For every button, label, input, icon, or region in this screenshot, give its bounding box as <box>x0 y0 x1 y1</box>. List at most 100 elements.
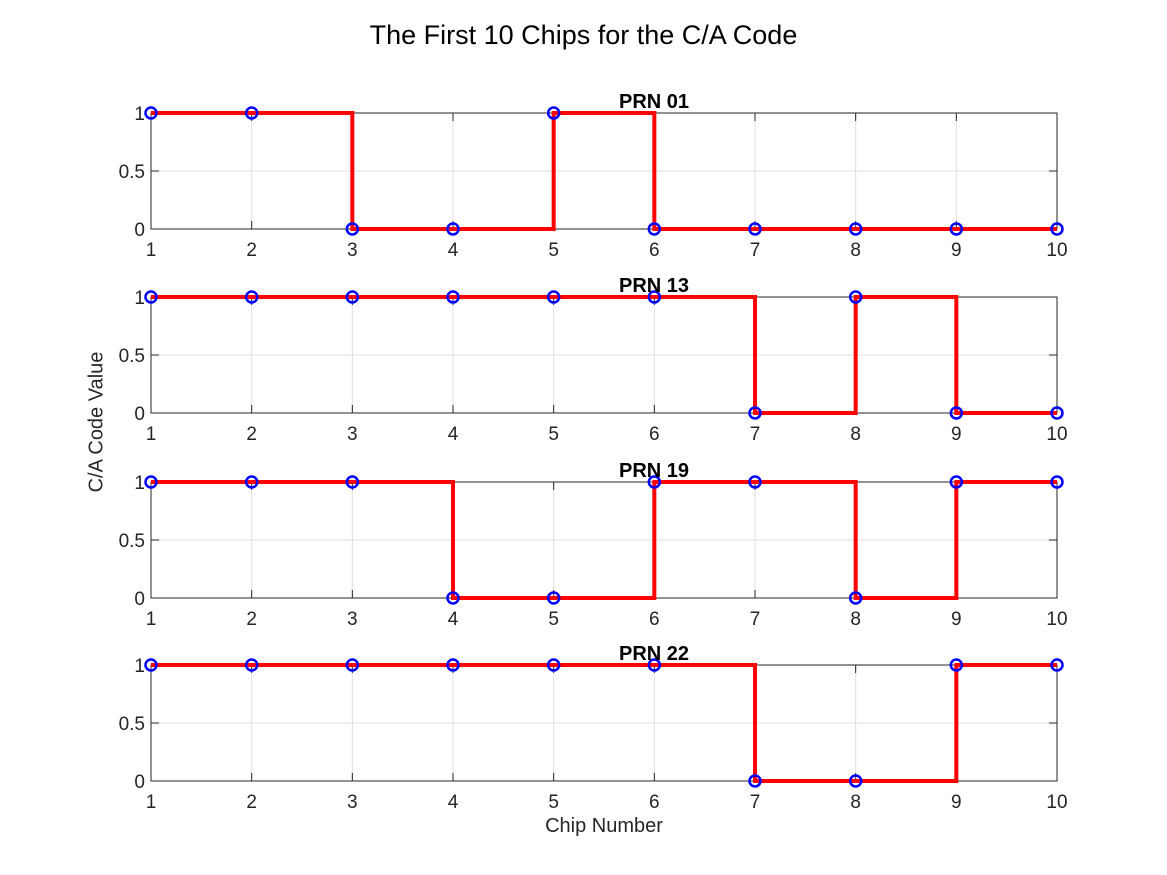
data-point-marker <box>144 106 158 120</box>
x-tick-label: 4 <box>448 240 459 261</box>
data-point-marker <box>446 222 460 236</box>
x-tick-label: 1 <box>146 240 157 261</box>
x-tick-label: 7 <box>750 424 761 445</box>
subplot-1: 1 2 3 4 5 6 7 8 9 10 0 0.5 1 PRN 01 <box>119 91 1068 261</box>
x-tick-label: 6 <box>649 424 660 445</box>
data-point-marker <box>546 591 561 605</box>
x-tick-label: 2 <box>246 609 257 630</box>
subplot-title: PRN 01 <box>619 91 689 113</box>
x-tick-label: 1 <box>146 792 157 813</box>
x-tick-label: 8 <box>850 609 861 630</box>
x-tick-label: 1 <box>146 424 157 445</box>
y-tick-label: 0 <box>134 772 145 793</box>
data-point-marker <box>748 774 762 788</box>
data-point-marker <box>1050 475 1064 489</box>
data-point-marker <box>647 290 662 304</box>
data-point-marker <box>1050 222 1064 236</box>
x-tick-label: 8 <box>850 424 861 445</box>
series-stairs-line <box>151 295 1057 415</box>
data-point-marker <box>244 658 259 672</box>
x-tick-label: 4 <box>448 609 459 630</box>
y-axis-label: C/A Code Value <box>85 351 108 493</box>
x-tick-label: 6 <box>649 609 660 630</box>
data-point-marker <box>446 658 460 672</box>
x-tick-label: 10 <box>1046 609 1067 630</box>
x-tick-label: 4 <box>448 792 459 813</box>
x-tick-label: 7 <box>750 792 761 813</box>
y-tick-label: 0.5 <box>119 346 145 367</box>
subplot-title: PRN 13 <box>619 275 689 297</box>
data-point-marker <box>345 658 360 672</box>
x-tick-label: 7 <box>750 609 761 630</box>
x-tick-label: 8 <box>850 240 861 261</box>
data-point-marker <box>144 658 158 672</box>
x-tick-label: 10 <box>1046 424 1067 445</box>
data-point-marker <box>144 475 158 489</box>
data-point-marker <box>949 658 964 672</box>
x-tick-label: 8 <box>850 792 861 813</box>
data-point-marker <box>546 290 561 304</box>
data-point-marker <box>244 106 259 120</box>
x-tick-label: 9 <box>951 424 962 445</box>
subplot-4: 1 2 3 4 5 6 7 8 9 10 0 0.5 1 PRN 22 <box>119 643 1068 813</box>
y-tick-label: 1 <box>134 288 145 309</box>
subplot-title: PRN 22 <box>619 643 689 665</box>
x-tick-label: 6 <box>649 240 660 261</box>
subplot-title: PRN 19 <box>619 460 689 482</box>
x-axis-label: Chip Number <box>545 815 663 837</box>
data-point-marker <box>144 290 158 304</box>
data-point-marker <box>748 222 762 236</box>
data-point-marker <box>848 774 863 788</box>
series-stairs-line <box>151 663 1057 783</box>
y-tick-label: 1 <box>134 656 145 677</box>
x-tick-label: 5 <box>548 609 559 630</box>
subplot-3: 1 2 3 4 5 6 7 8 9 10 0 0.5 1 PRN 19 <box>119 460 1068 630</box>
x-tick-label: 3 <box>347 424 358 445</box>
x-tick-label: 6 <box>649 792 660 813</box>
y-tick-label: 1 <box>134 104 145 125</box>
y-tick-label: 0.5 <box>119 531 145 552</box>
data-point-marker <box>446 290 460 304</box>
y-tick-label: 0 <box>134 404 145 425</box>
data-point-marker <box>546 658 561 672</box>
x-tick-label: 2 <box>246 240 257 261</box>
x-tick-label: 9 <box>951 240 962 261</box>
data-point-marker <box>244 290 259 304</box>
subplot-2: 1 2 3 4 5 6 7 8 9 10 0 0.5 1 PRN 13 <box>119 275 1068 445</box>
data-point-marker <box>949 406 964 420</box>
y-tick-label: 1 <box>134 473 145 494</box>
data-point-marker <box>647 475 662 489</box>
x-tick-label: 9 <box>951 792 962 813</box>
x-tick-label: 5 <box>548 792 559 813</box>
y-tick-label: 0.5 <box>119 162 145 183</box>
data-point-marker <box>848 222 863 236</box>
x-tick-label: 9 <box>951 609 962 630</box>
x-tick-label: 5 <box>548 240 559 261</box>
data-point-marker <box>345 475 360 489</box>
y-tick-label: 0.5 <box>119 714 145 735</box>
x-tick-label: 2 <box>246 792 257 813</box>
data-point-marker <box>1050 406 1064 420</box>
x-tick-label: 3 <box>347 792 358 813</box>
x-tick-label: 3 <box>347 609 358 630</box>
x-tick-label: 10 <box>1046 792 1067 813</box>
x-tick-label: 10 <box>1046 240 1067 261</box>
x-tick-label: 7 <box>750 240 761 261</box>
data-point-marker <box>848 591 863 605</box>
data-point-marker <box>949 475 964 489</box>
data-point-marker <box>546 106 561 120</box>
data-point-marker <box>949 222 964 236</box>
data-point-marker <box>345 222 360 236</box>
data-point-marker <box>647 222 662 236</box>
data-point-marker <box>345 290 360 304</box>
y-tick-label: 0 <box>134 220 145 241</box>
data-point-marker <box>446 591 460 605</box>
series-stairs-line <box>151 480 1057 600</box>
y-tick-label: 0 <box>134 589 145 610</box>
data-point-marker <box>647 658 662 672</box>
data-point-marker <box>748 406 762 420</box>
data-point-marker <box>848 290 863 304</box>
x-tick-label: 2 <box>246 424 257 445</box>
